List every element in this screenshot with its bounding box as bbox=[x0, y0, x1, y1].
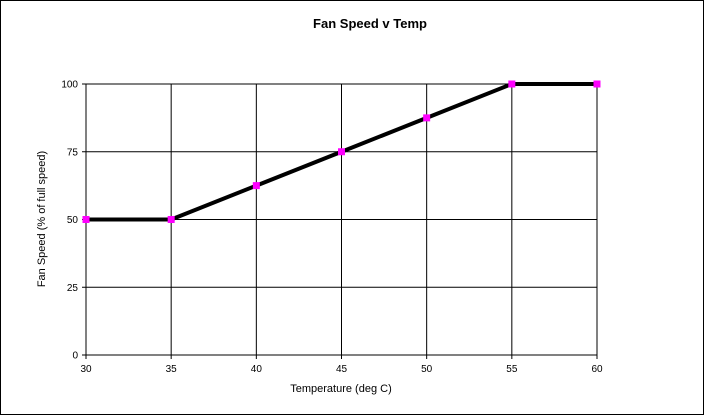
y-axis-label: Fan Speed (% of full speed) bbox=[36, 151, 48, 287]
x-tick-label: 55 bbox=[506, 364, 518, 375]
series-group bbox=[82, 80, 601, 223]
x-tick-label: 45 bbox=[336, 364, 348, 375]
data-point bbox=[593, 80, 601, 88]
x-tick-label: 30 bbox=[80, 364, 92, 375]
data-point bbox=[338, 148, 345, 156]
data-point bbox=[423, 114, 431, 122]
data-point bbox=[82, 216, 90, 223]
x-axis-label: Temperature (deg C) bbox=[290, 383, 392, 395]
y-tick-label: 0 bbox=[72, 351, 78, 362]
x-tick-label: 60 bbox=[591, 364, 603, 375]
data-point bbox=[252, 182, 260, 190]
data-point bbox=[167, 216, 175, 223]
chart-title: Fan Speed v Temp bbox=[313, 16, 427, 31]
y-tick-labels: 0 25 50 75 100 bbox=[61, 80, 78, 362]
x-tick-label: 40 bbox=[251, 364, 263, 375]
x-tick-label: 35 bbox=[166, 364, 178, 375]
y-tick-label: 75 bbox=[67, 147, 79, 158]
x-tick-labels: 30 35 40 45 50 55 60 bbox=[80, 364, 603, 375]
data-point bbox=[508, 80, 516, 88]
y-tick-label: 50 bbox=[67, 215, 79, 226]
y-tick-label: 100 bbox=[61, 80, 78, 91]
x-tick-label: 50 bbox=[421, 364, 433, 375]
y-tick-label: 25 bbox=[67, 283, 79, 294]
